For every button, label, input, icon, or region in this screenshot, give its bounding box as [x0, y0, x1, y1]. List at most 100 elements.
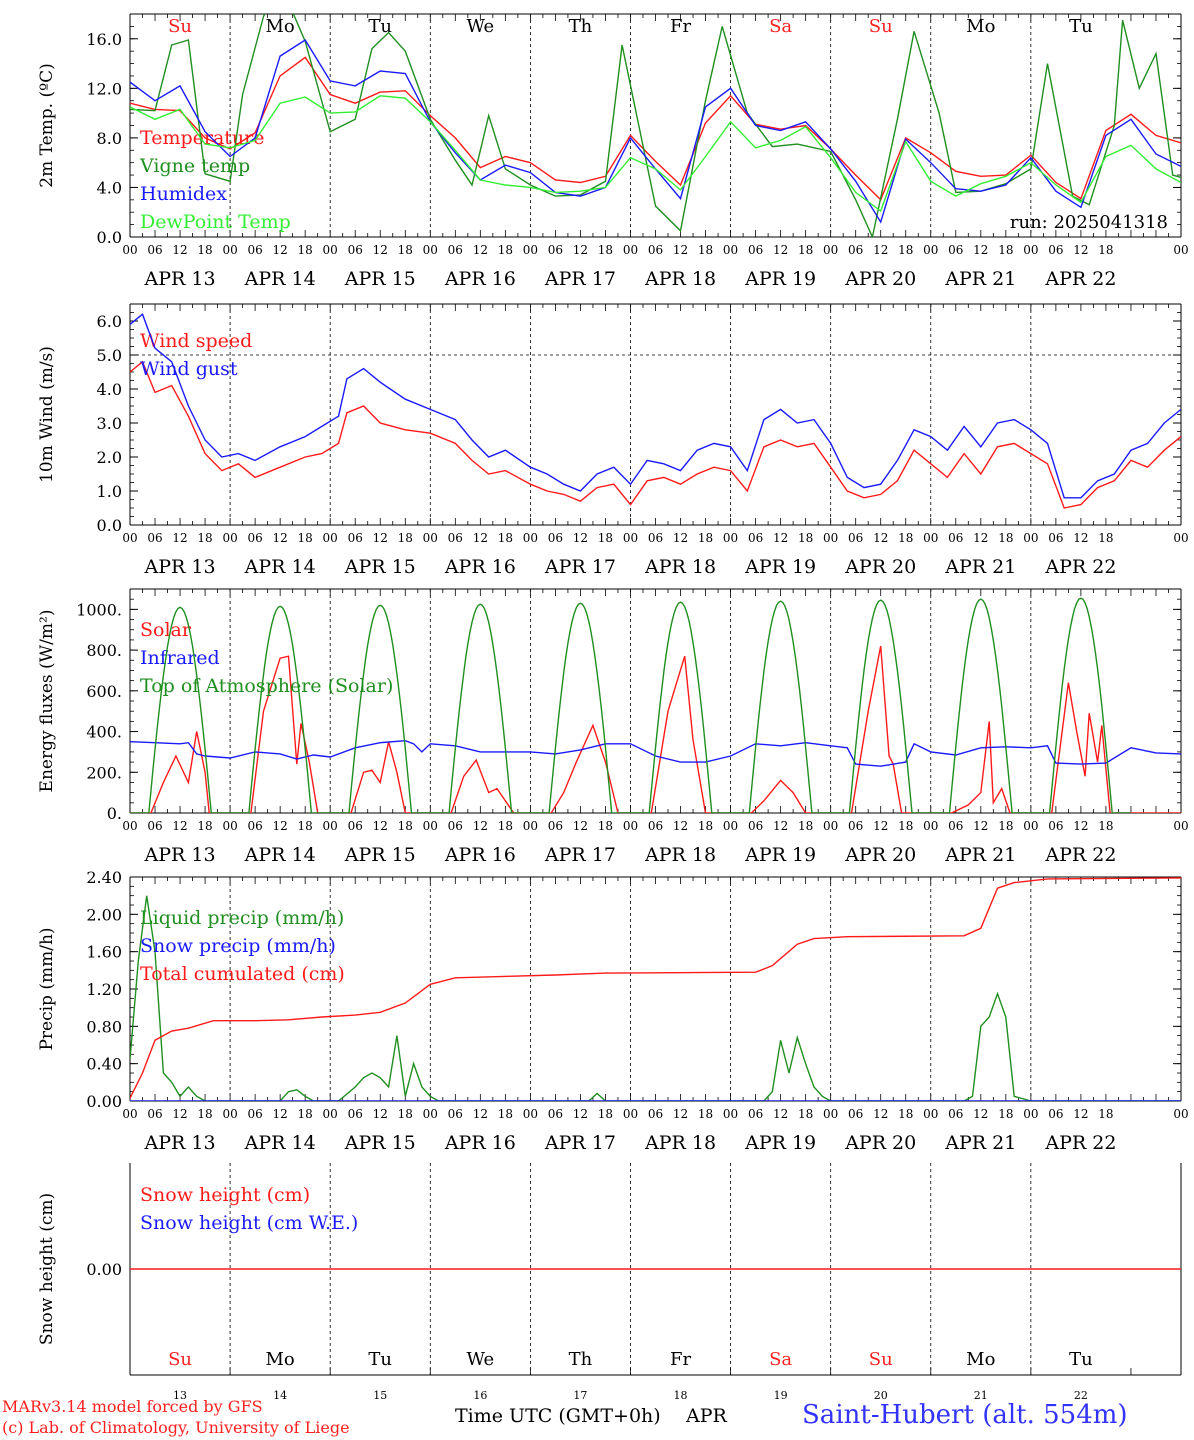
hour-tick-label: 00 — [523, 531, 538, 545]
hour-tick-label: 06 — [848, 531, 863, 545]
hour-tick-label: 18 — [1098, 1107, 1113, 1121]
hour-tick-label: 12 — [172, 819, 187, 833]
hour-tick-label: 00 — [1023, 1107, 1038, 1121]
day-label: APR 22 — [1044, 844, 1116, 866]
hour-tick-label: 06 — [548, 819, 563, 833]
weekday-label: Tu — [1069, 16, 1093, 37]
hour-tick-label: 18 — [1098, 819, 1113, 833]
hour-tick-label: 18 — [798, 243, 813, 257]
hour-tick-label: 06 — [448, 243, 463, 257]
series-line-top-of-atmosphere-solar- — [130, 597, 1131, 813]
hour-tick-label: 06 — [648, 819, 663, 833]
y-tick-label: 1.0 — [97, 482, 122, 501]
series-line-dewpoint-temp — [130, 95, 1181, 213]
hour-tick-label: 00 — [423, 1107, 438, 1121]
series-line-humidex — [130, 39, 1181, 224]
day-label: APR 22 — [1044, 556, 1116, 578]
hour-tick-label: 18 — [398, 819, 413, 833]
day-number: 13 — [173, 1389, 187, 1402]
weekday-label: Th — [569, 16, 593, 37]
day-number: 22 — [1074, 1389, 1088, 1402]
legend-entry: Wind speed — [140, 330, 252, 352]
y-tick-label: 3.0 — [97, 414, 122, 433]
panel-3: 00 06 12 18 APR 13 00 06 12 18 APR 14 00 06 12 18 APR … — [37, 868, 1189, 1154]
hour-tick-label: 00 — [323, 243, 338, 257]
weekday-label: Tu — [368, 16, 392, 37]
hour-tick-label: 00 — [1023, 819, 1038, 833]
y-axis-label: Precip (mm/h) — [37, 927, 57, 1050]
day-label: APR 15 — [344, 844, 416, 866]
day-label: APR 20 — [844, 556, 916, 578]
hour-tick-label: 06 — [348, 819, 363, 833]
hour-tick-label: 00 — [523, 243, 538, 257]
hour-tick-label: 12 — [273, 1107, 288, 1121]
hour-tick-label: 06 — [1048, 1107, 1063, 1121]
y-tick-label: 2.40 — [86, 868, 122, 887]
y-tick-label: 8.0 — [97, 129, 122, 148]
y-tick-label: 0.80 — [86, 1017, 122, 1036]
legend-entry: Total cumulated (cm) — [140, 963, 345, 985]
hour-tick-label: 12 — [473, 819, 488, 833]
hour-tick-label: 12 — [773, 819, 788, 833]
hour-tick-label: 00 — [723, 531, 738, 545]
legend-entry: Humidex — [140, 183, 227, 205]
day-label: APR 19 — [744, 268, 816, 290]
day-label: APR 20 — [844, 844, 916, 866]
hour-tick-label: 00 — [1023, 243, 1038, 257]
hour-tick-label: 18 — [197, 531, 212, 545]
hour-tick-label: 06 — [348, 243, 363, 257]
day-label: APR 16 — [444, 556, 516, 578]
hour-tick-label: 00 — [122, 243, 137, 257]
y-tick-label: 2.00 — [86, 905, 122, 924]
hour-tick-label: 12 — [473, 243, 488, 257]
hour-tick-label: 18 — [798, 819, 813, 833]
hour-tick-label: 06 — [748, 531, 763, 545]
hour-tick-label: 18 — [598, 531, 613, 545]
hour-tick-label: 06 — [147, 819, 162, 833]
day-label: APR 21 — [944, 268, 1016, 290]
weekday-label: Tu — [368, 1349, 392, 1370]
series-line-total-cumulated-cm- — [130, 877, 1181, 1099]
legend-entry: DewPoint Temp — [140, 211, 291, 233]
series-line-wind-speed — [130, 360, 1181, 509]
hour-tick-label: 18 — [898, 243, 913, 257]
y-tick-label: 4.0 — [97, 380, 122, 399]
hour-tick-label: 00 — [823, 819, 838, 833]
hour-tick-label: 06 — [648, 243, 663, 257]
y-tick-label: 800. — [86, 641, 122, 660]
hour-tick-label: 12 — [172, 1107, 187, 1121]
hour-tick-label: 06 — [948, 819, 963, 833]
hour-tick-label: 00 — [1173, 531, 1188, 545]
day-label: APR 13 — [144, 268, 216, 290]
hour-tick-label: 06 — [147, 243, 162, 257]
day-label: APR 18 — [644, 268, 716, 290]
time-axis-label: Time UTC (GMT+0h) — [455, 1405, 661, 1427]
hour-tick-label: 18 — [498, 1107, 513, 1121]
hour-tick-label: 06 — [648, 1107, 663, 1121]
hour-tick-label: 00 — [423, 819, 438, 833]
y-tick-label: 0.0 — [97, 228, 122, 247]
hour-tick-label: 00 — [1173, 819, 1188, 833]
weekday-label: Mo — [266, 1349, 295, 1370]
panel-2: 00 06 12 18 APR 13 00 06 12 18 APR 14 00 06 12 18 APR … — [37, 588, 1189, 866]
hour-tick-label: 18 — [798, 531, 813, 545]
hour-tick-label: 12 — [473, 531, 488, 545]
day-label: APR 19 — [744, 556, 816, 578]
hour-tick-label: 12 — [673, 819, 688, 833]
day-label: APR 16 — [444, 1132, 516, 1154]
hour-tick-label: 18 — [898, 1107, 913, 1121]
hour-tick-label: 06 — [748, 819, 763, 833]
day-label: APR 14 — [244, 556, 316, 578]
hour-tick-label: 12 — [773, 243, 788, 257]
legend-entry: Infrared — [140, 647, 220, 669]
hour-tick-label: 00 — [923, 1107, 938, 1121]
hour-tick-label: 06 — [948, 243, 963, 257]
hour-tick-label: 00 — [723, 1107, 738, 1121]
hour-tick-label: 12 — [973, 531, 988, 545]
hour-tick-label: 06 — [1048, 243, 1063, 257]
weekday-label: Mo — [966, 1349, 995, 1370]
hour-tick-label: 00 — [122, 531, 137, 545]
day-label: APR 17 — [544, 844, 616, 866]
day-label: APR 22 — [1044, 1132, 1116, 1154]
